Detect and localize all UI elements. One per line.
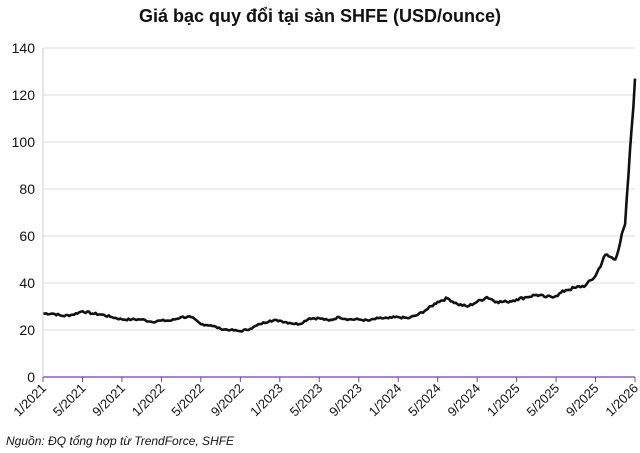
y-tick-label: 60 — [19, 228, 35, 244]
x-axis: 1/2021 5/2021 9/2021 1/2022 5/2022 9/2022 1/20… — [10, 377, 640, 419]
x-tick-label: 5/2022 — [168, 381, 207, 420]
y-tick-label: 20 — [19, 322, 35, 338]
grid — [43, 47, 635, 331]
y-axis: 0 20 40 60 80 100 120 140 — [12, 40, 36, 385]
y-tick-label: 40 — [19, 275, 35, 291]
y-tick-label: 140 — [12, 40, 36, 56]
source-note: Nguồn: ĐQ tổng hợp từ TrendForce, SHFE — [6, 434, 235, 448]
y-tick-label: 0 — [27, 369, 35, 385]
x-tick-label: 1/2024 — [366, 381, 405, 420]
x-tick-label: 9/2024 — [445, 381, 484, 420]
chart-title: Giá bạc quy đổi tại sàn SHFE (USD/ounce) — [138, 6, 502, 26]
x-tick-label: 9/2021 — [89, 381, 128, 420]
x-tick-label: 9/2022 — [208, 381, 247, 420]
x-tick-label: 9/2025 — [563, 381, 602, 420]
x-tick-label: 1/2022 — [129, 381, 168, 420]
series-line — [43, 78, 637, 333]
y-tick-label: 120 — [12, 87, 36, 103]
y-tick-label: 100 — [12, 134, 36, 150]
x-tick-label: 5/2023 — [287, 381, 326, 420]
x-tick-label: 5/2024 — [405, 381, 444, 420]
y-tick-label: 80 — [19, 181, 35, 197]
x-tick-label: 1/2023 — [247, 381, 286, 420]
x-tick-label: 5/2021 — [50, 381, 89, 420]
x-tick-label: 1/2021 — [10, 381, 49, 420]
x-tick-label: 9/2023 — [326, 381, 365, 420]
x-tick-label: 1/2025 — [484, 381, 523, 420]
x-tick-label: 1/2026 — [602, 381, 640, 420]
x-tick-label: 5/2025 — [523, 381, 562, 420]
